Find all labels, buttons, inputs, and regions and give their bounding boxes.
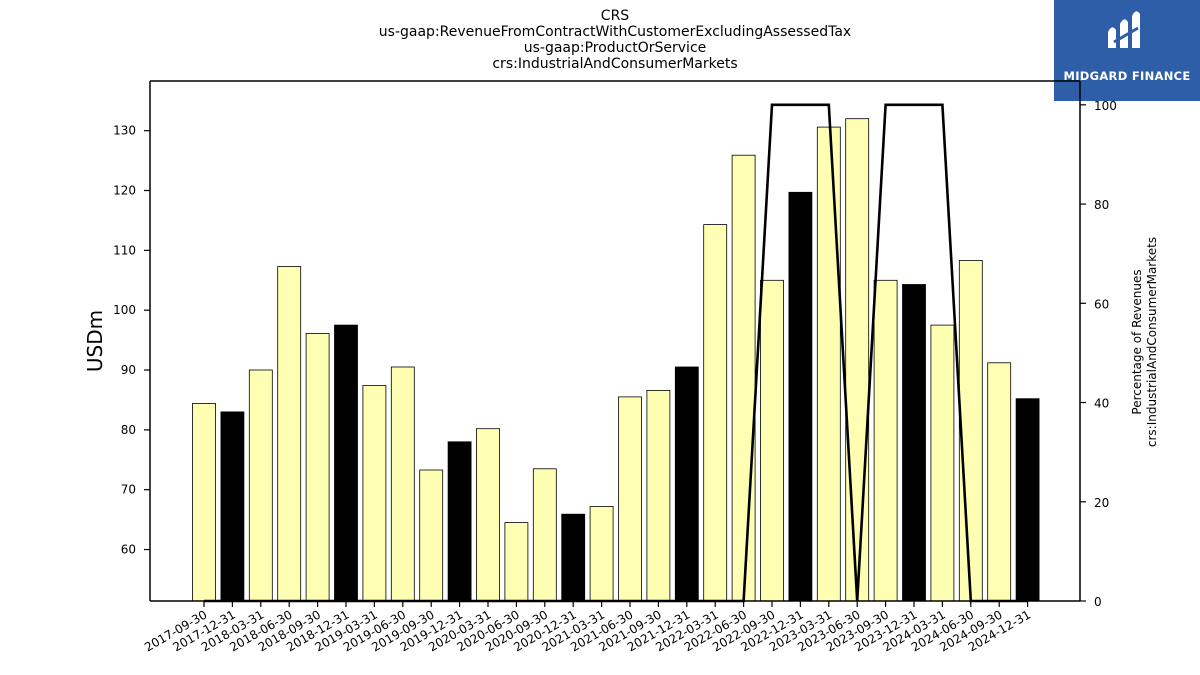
left-tick-label: 120 xyxy=(113,184,136,198)
logo-text: MIDGARD FINANCE xyxy=(1063,69,1191,83)
bar xyxy=(277,266,302,602)
chart-title-line: us-gaap:RevenueFromContractWithCustomerE… xyxy=(379,24,851,40)
bar xyxy=(873,279,898,602)
bar xyxy=(845,118,870,602)
bar xyxy=(589,506,614,602)
bar xyxy=(760,279,784,602)
bar xyxy=(618,396,642,602)
chart-title-line: CRS xyxy=(601,8,630,24)
right-axis-ticks: 0 20 40 60 80 100 xyxy=(1080,99,1117,609)
right-tick-label: 80 xyxy=(1094,198,1109,212)
bar xyxy=(1015,398,1040,602)
y2-axis-label: Percentage of Revenues xyxy=(1130,269,1144,414)
left-tick-label: 60 xyxy=(121,543,136,557)
left-tick-label: 90 xyxy=(121,363,136,377)
x-axis-ticks: 2017-09-302017-12-312018-03-312018-06-30… xyxy=(142,601,1033,654)
left-tick-label: 110 xyxy=(113,243,136,257)
bar xyxy=(419,469,444,602)
bar xyxy=(248,369,273,602)
chart-title: CRSus-gaap:RevenueFromContractWithCustom… xyxy=(379,8,851,72)
bar xyxy=(532,468,557,602)
bar xyxy=(561,513,586,602)
axis-labels: USDm Percentage of Revenues crs:Industrial… xyxy=(83,237,1159,447)
left-tick-label: 100 xyxy=(113,303,136,317)
left-tick-label: 80 xyxy=(121,423,136,437)
bar xyxy=(192,403,216,602)
bar xyxy=(447,441,472,602)
right-tick-label: 0 xyxy=(1094,595,1102,609)
bar xyxy=(987,362,1012,602)
left-axis-ticks: 60 70 80 90 100 110 120 130 xyxy=(113,124,150,557)
bar xyxy=(305,333,330,602)
bar xyxy=(816,126,841,602)
bar xyxy=(703,224,728,602)
bar xyxy=(930,324,955,602)
bar xyxy=(731,154,756,602)
chart-title-line: crs:IndustrialAndConsumerMarkets xyxy=(492,56,737,72)
y2-axis-label: crs:IndustrialAndConsumerMarkets xyxy=(1145,237,1159,447)
bar xyxy=(504,522,529,602)
logo: MIDGARD FINANCE xyxy=(1054,0,1200,101)
axes xyxy=(149,80,1081,602)
left-tick-label: 130 xyxy=(113,124,136,138)
midgard-logo-icon xyxy=(1108,11,1140,48)
y-axis-label: USDm xyxy=(83,310,107,372)
bar xyxy=(390,366,415,602)
bar xyxy=(220,411,245,602)
bar xyxy=(646,389,671,602)
bar xyxy=(788,191,813,602)
left-tick-label: 70 xyxy=(121,483,136,497)
bar xyxy=(476,428,500,602)
bar xyxy=(958,260,983,602)
bar xyxy=(334,324,358,602)
bar xyxy=(362,385,387,602)
bar xyxy=(902,284,926,602)
right-tick-label: 60 xyxy=(1094,297,1109,311)
bar xyxy=(674,366,699,602)
bars xyxy=(192,118,1040,602)
chart-title-line: us-gaap:ProductOrService xyxy=(524,40,707,56)
right-tick-label: 100 xyxy=(1094,99,1117,113)
right-tick-label: 20 xyxy=(1094,496,1109,510)
right-tick-label: 40 xyxy=(1094,397,1109,411)
